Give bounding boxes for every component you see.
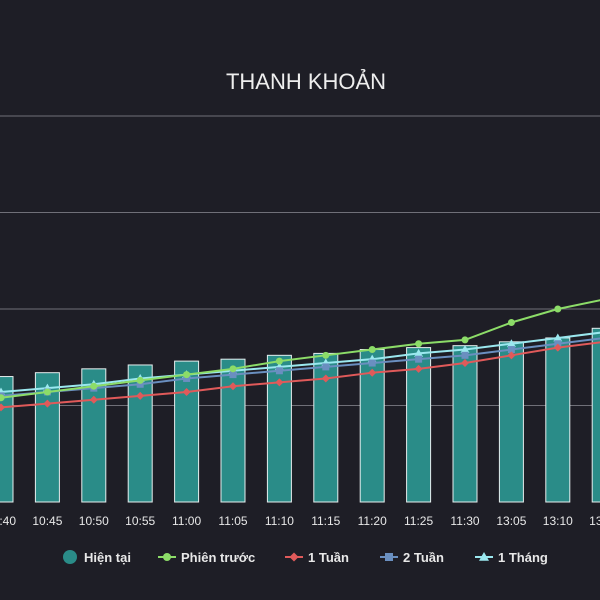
data-point (0, 403, 5, 412)
data-point (461, 336, 469, 344)
x-axis-labels: 10:40 10:45 10:50 10:55 11:00 11:05 11:10 11:15… (0, 514, 600, 528)
x-tick-label: 10:55 (125, 514, 155, 528)
data-point (43, 388, 51, 396)
data-point (368, 359, 376, 367)
legend-swatch-marker (289, 552, 299, 562)
x-tick-label: 11:30 (450, 514, 479, 528)
data-point (368, 368, 377, 377)
legend-label: Phiên trước (181, 550, 255, 565)
data-point (136, 376, 144, 384)
bar (266, 354, 292, 503)
x-tick-label: 11:00 (172, 514, 201, 528)
x-tick-label: 13:05 (496, 514, 526, 528)
bar-series (0, 327, 600, 503)
data-point (321, 374, 330, 383)
data-point (229, 365, 237, 373)
data-point (554, 305, 562, 313)
series-line (0, 337, 600, 397)
legend-label: 1 Tháng (498, 550, 548, 565)
series-line (0, 299, 600, 399)
bar (498, 341, 524, 503)
legend-item[interactable]: 1 Tháng (475, 550, 548, 565)
data-point (275, 378, 284, 387)
bar (127, 364, 153, 503)
data-point (322, 363, 330, 371)
data-point (507, 319, 515, 327)
x-tick-label: 13:15 (589, 514, 600, 528)
data-point (461, 359, 469, 368)
data-point (507, 346, 515, 354)
legend-item[interactable]: Phiên trước (158, 550, 255, 565)
data-point (553, 343, 562, 352)
data-point (229, 371, 237, 379)
series-square (0, 337, 600, 400)
data-point (0, 394, 5, 402)
series-line (0, 331, 600, 393)
x-tick-label: 10:45 (32, 514, 62, 528)
bar (452, 345, 478, 503)
bar (545, 337, 571, 503)
series-diamond (0, 341, 600, 412)
x-tick-label: 11:20 (358, 514, 387, 528)
data-point (136, 391, 145, 400)
x-tick-label: 11:15 (311, 514, 340, 528)
legend-label: Hiện tại (84, 550, 131, 565)
legend-swatch-marker (479, 552, 489, 561)
data-point (322, 351, 330, 359)
data-point (461, 351, 469, 359)
data-point (553, 333, 563, 342)
legend-label: 1 Tuần (308, 550, 349, 565)
legend-label: 2 Tuần (403, 550, 444, 565)
x-tick-label: 11:05 (218, 514, 247, 528)
data-point (415, 355, 423, 363)
x-tick-label: 10:50 (79, 514, 109, 528)
x-tick-label: 11:10 (265, 514, 294, 528)
data-point (90, 382, 98, 390)
data-point (183, 371, 191, 379)
data-point (460, 345, 470, 353)
data-point (275, 357, 283, 365)
x-tick-label: 13:10 (543, 514, 573, 528)
bar (406, 347, 432, 503)
bar (220, 358, 246, 503)
data-point (414, 348, 424, 357)
x-tick-label: 11:25 (404, 514, 433, 528)
legend-item[interactable]: 2 Tuần (380, 550, 444, 565)
chart-title: THANH KHOẢN (226, 69, 386, 94)
data-point (183, 374, 191, 382)
legend-swatch-marker (163, 553, 171, 561)
data-point (415, 340, 423, 348)
data-point (506, 339, 516, 348)
legend-item[interactable]: Hiện tại (63, 550, 131, 565)
legend-item[interactable]: 1 Tuần (285, 550, 349, 565)
legend-swatch-marker (385, 553, 393, 561)
data-point (229, 382, 237, 391)
data-point (182, 387, 191, 396)
series-circle (0, 299, 600, 402)
data-point (368, 346, 376, 354)
data-point (136, 380, 144, 388)
line-series (0, 299, 600, 412)
bar (174, 360, 200, 503)
data-point (89, 395, 98, 404)
data-point (414, 364, 423, 373)
legend-swatch (63, 550, 77, 564)
x-tick-label: 10:40 (0, 514, 16, 528)
series-line (0, 341, 600, 409)
data-point (275, 367, 283, 375)
data-point (43, 399, 52, 408)
bar (591, 327, 600, 503)
legend[interactable]: Hiện tại Phiên trước 1 Tuần 2 Tuần 1 Tháng (63, 550, 548, 565)
data-point (507, 351, 516, 360)
